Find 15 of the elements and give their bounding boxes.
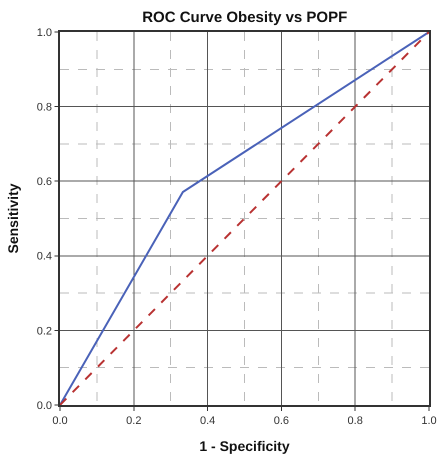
y-axis-title: Sensitivity xyxy=(4,183,21,254)
x-tick-label: 0.2 xyxy=(126,414,142,427)
x-tick-label: 1.0 xyxy=(421,414,437,427)
x-tick-label: 0.0 xyxy=(52,414,68,427)
x-tick-label: 0.4 xyxy=(200,414,216,427)
x-axis-title: 1 - Specificity xyxy=(199,438,290,454)
x-tick-label: 0.8 xyxy=(348,414,363,427)
x-tick-label: 0.6 xyxy=(274,414,290,427)
y-tick-label: 0.4 xyxy=(36,250,52,263)
y-tick-label: 0.0 xyxy=(36,400,52,412)
chart-title: ROC Curve Obesity vs POPF xyxy=(142,9,348,26)
y-tick-label: 0.6 xyxy=(36,176,52,188)
y-tick-label: 0.2 xyxy=(36,325,52,338)
y-tick-label: 0.8 xyxy=(36,101,52,114)
y-tick-label: 1.0 xyxy=(36,26,52,39)
